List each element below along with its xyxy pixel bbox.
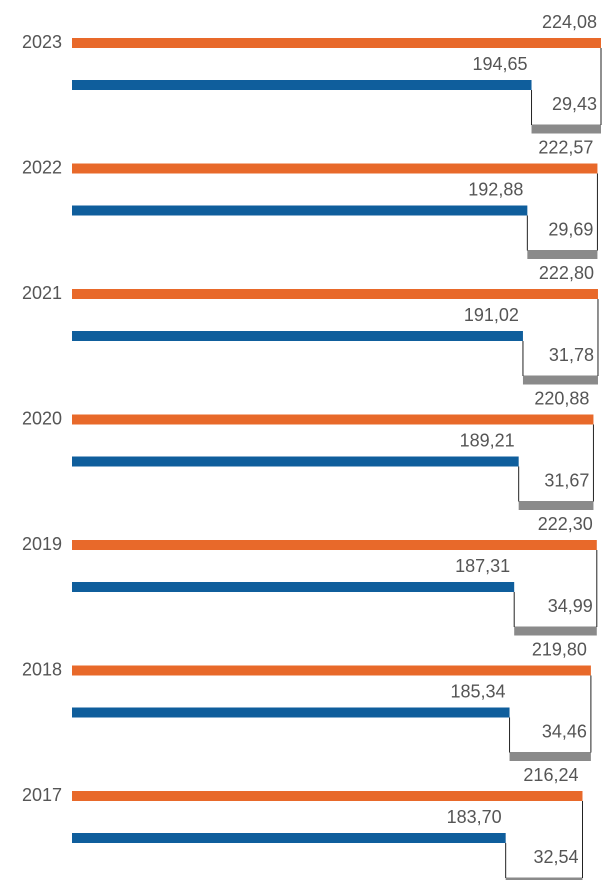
category-label: 2021	[22, 283, 62, 303]
value-label: 216,24	[523, 765, 578, 785]
value-label: 185,34	[450, 681, 505, 701]
bar	[72, 414, 594, 425]
category-label: 2020	[22, 408, 62, 428]
value-label: 34,99	[548, 596, 593, 616]
value-label: 29,69	[548, 219, 593, 239]
value-label: 29,43	[552, 94, 597, 114]
value-label: 194,65	[472, 54, 527, 74]
bar	[522, 375, 598, 385]
value-label: 187,31	[455, 556, 510, 576]
bar	[505, 877, 583, 880]
bar	[72, 540, 597, 550]
bar	[72, 582, 515, 592]
bar	[72, 163, 598, 174]
value-label: 183,70	[447, 807, 502, 827]
value-label: 192,88	[468, 179, 523, 199]
bar	[518, 501, 594, 510]
bar	[72, 665, 591, 676]
value-label: 189,21	[460, 430, 515, 450]
bar	[72, 833, 506, 843]
bar	[72, 289, 598, 299]
bar	[72, 456, 519, 467]
bar	[72, 80, 532, 90]
value-label: 222,30	[538, 514, 593, 534]
bar	[509, 752, 591, 761]
bar	[72, 331, 523, 341]
bar	[72, 791, 583, 801]
value-label: 219,80	[532, 639, 587, 659]
value-label: 224,08	[542, 12, 597, 32]
value-label: 222,80	[539, 263, 594, 283]
bar	[72, 38, 601, 48]
value-label: 32,54	[533, 847, 578, 867]
bar	[531, 124, 601, 134]
bar	[514, 626, 597, 636]
category-label: 2023	[22, 32, 62, 52]
bar	[72, 205, 528, 216]
bar	[527, 250, 598, 259]
category-label: 2017	[22, 785, 62, 805]
value-label: 31,67	[544, 470, 589, 490]
value-label: 222,57	[538, 137, 593, 157]
category-label: 2022	[22, 157, 62, 177]
value-label: 220,88	[534, 388, 589, 408]
bar	[72, 707, 510, 718]
category-label: 2018	[22, 659, 62, 679]
category-label: 2019	[22, 534, 62, 554]
value-label: 34,46	[542, 721, 587, 741]
value-label: 191,02	[464, 305, 519, 325]
value-label: 31,78	[549, 345, 594, 365]
